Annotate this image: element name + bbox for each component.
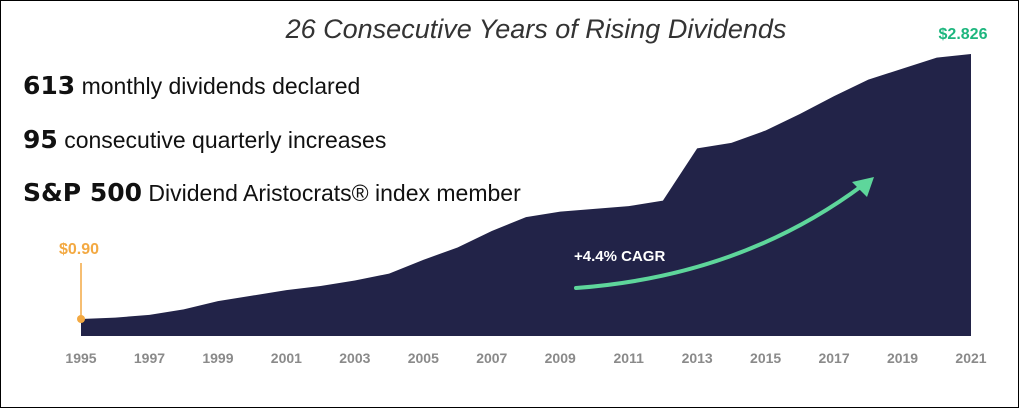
point <box>77 315 85 323</box>
area <box>81 54 971 336</box>
x-tick-label: 2013 <box>682 350 713 366</box>
value-label: $0.90 <box>59 241 99 258</box>
x-tick-label: 1995 <box>65 350 96 366</box>
chart-title: 26 Consecutive Years of Rising Dividends <box>285 14 787 44</box>
stat-text: monthly dividends declared <box>81 73 361 99</box>
stat-number: S&P 500 <box>23 178 143 207</box>
stat-text: consecutive quarterly increases <box>64 127 387 153</box>
x-tick-label: 2007 <box>476 350 507 366</box>
x-tick-label: 2001 <box>271 350 302 366</box>
stat: 613 monthly dividends declared <box>23 71 360 100</box>
x-tick-label: 2021 <box>955 350 986 366</box>
stat-number: 95 <box>23 125 58 154</box>
value-label: $2.826 <box>939 26 988 43</box>
stat: S&P 500 Dividend Aristocrats® index memb… <box>23 178 521 207</box>
x-tick-label: 2005 <box>408 350 439 366</box>
x-tick-label: 2017 <box>818 350 849 366</box>
x-tick-label: 2011 <box>614 350 645 366</box>
x-tick-label: 2019 <box>887 350 918 366</box>
x-tick-label: 2003 <box>339 350 370 366</box>
x-tick-label: 1999 <box>202 350 233 366</box>
stat: 95 consecutive quarterly increases <box>23 125 386 154</box>
stat-text: Dividend Aristocrats® index member <box>148 180 521 206</box>
cagr-arrow <box>574 183 865 290</box>
stat-number: 613 <box>23 71 76 100</box>
x-tick-label: 2009 <box>545 350 576 366</box>
x-tick-label: 2015 <box>750 350 781 366</box>
cagr-label: +4.4% CAGR <box>574 248 665 265</box>
x-tick-label: 1997 <box>134 350 165 366</box>
cagr-arrowhead <box>852 177 874 197</box>
